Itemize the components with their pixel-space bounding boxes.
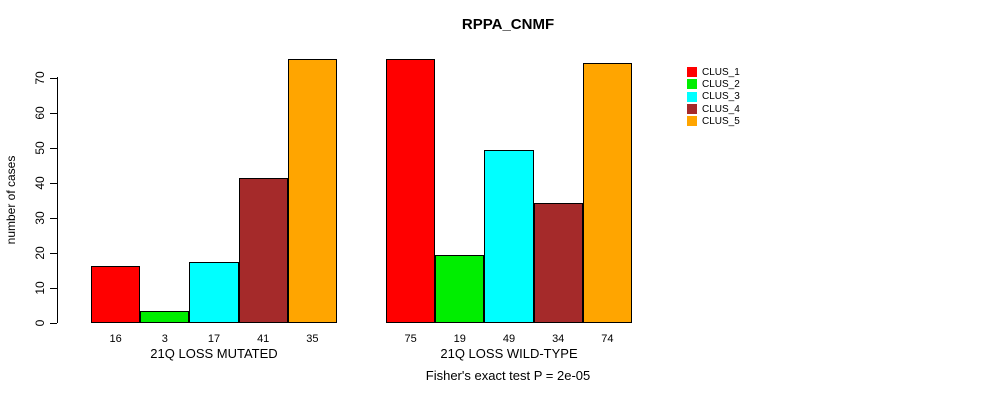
bar-value-label: 19 (453, 333, 466, 345)
legend-swatch-icon (687, 104, 697, 115)
bar-value-label: 41 (257, 333, 270, 345)
legend-item: CLUS_1 (687, 66, 740, 78)
group-label: 21Q LOSS MUTATED (150, 346, 278, 361)
legend-label: CLUS_3 (702, 91, 740, 103)
y-tick-label: 40 (33, 176, 47, 190)
y-tick (50, 112, 57, 114)
legend-item: CLUS_5 (687, 115, 740, 127)
bar-clus_4-group2 (533, 203, 583, 323)
bar-value-label: 16 (109, 333, 122, 345)
legend-label: CLUS_5 (702, 115, 740, 127)
bar-clus_1-group1 (91, 266, 141, 323)
bar-clus_4-group1 (238, 178, 288, 323)
bar-clus_2-group2 (435, 255, 485, 323)
y-tick (50, 252, 57, 254)
y-tick-label: 60 (33, 106, 47, 120)
y-tick (50, 217, 57, 219)
legend-label: CLUS_1 (702, 66, 740, 78)
bar-value-label: 74 (601, 333, 614, 345)
legend-item: CLUS_3 (687, 91, 740, 103)
bar-value-label: 35 (306, 333, 319, 345)
y-tick-label: 70 (33, 71, 47, 85)
bar-clus_1-group2 (386, 59, 436, 323)
y-tick-label: 10 (33, 281, 47, 295)
bar-clus_2-group1 (140, 311, 190, 323)
bar-clus_3-group1 (189, 262, 239, 323)
bar-clus_3-group2 (484, 150, 534, 323)
bar-value-label: 49 (502, 333, 516, 345)
legend-item: CLUS_4 (687, 103, 740, 115)
group-label: 21Q LOSS WILD-TYPE (440, 346, 578, 361)
legend-swatch-icon (687, 116, 697, 127)
y-axis-label: number of cases (4, 155, 18, 245)
y-tick (50, 77, 57, 79)
footer-note: Fisher's exact test P = 2e-05 (425, 368, 591, 383)
y-tick-label: 0 (33, 319, 47, 327)
bar-value-label: 3 (161, 333, 168, 345)
y-axis-line (57, 77, 58, 323)
bar-clus_5-group2 (582, 63, 632, 323)
legend-label: CLUS_2 (702, 78, 740, 90)
y-tick (50, 182, 57, 184)
bar-value-label: 34 (552, 333, 565, 345)
bar-clus_5-group1 (287, 59, 337, 323)
y-tick-label: 20 (33, 246, 47, 260)
legend-swatch-icon (687, 91, 697, 102)
y-tick (50, 147, 57, 149)
bar-value-label: 75 (404, 333, 417, 345)
y-tick-label: 30 (33, 211, 47, 225)
legend: CLUS_1 CLUS_2 CLUS_3 CLUS_4 CLUS_5 (687, 66, 740, 127)
legend-swatch-icon (687, 67, 697, 78)
y-tick (50, 287, 57, 289)
bar-value-label: 17 (207, 333, 221, 345)
legend-label: CLUS_4 (702, 103, 740, 115)
legend-swatch-icon (687, 79, 697, 90)
y-tick-label: 50 (33, 141, 47, 155)
legend-item: CLUS_2 (687, 78, 740, 90)
y-tick (50, 322, 57, 324)
chart-title: RPPA_CNMF (461, 16, 555, 33)
